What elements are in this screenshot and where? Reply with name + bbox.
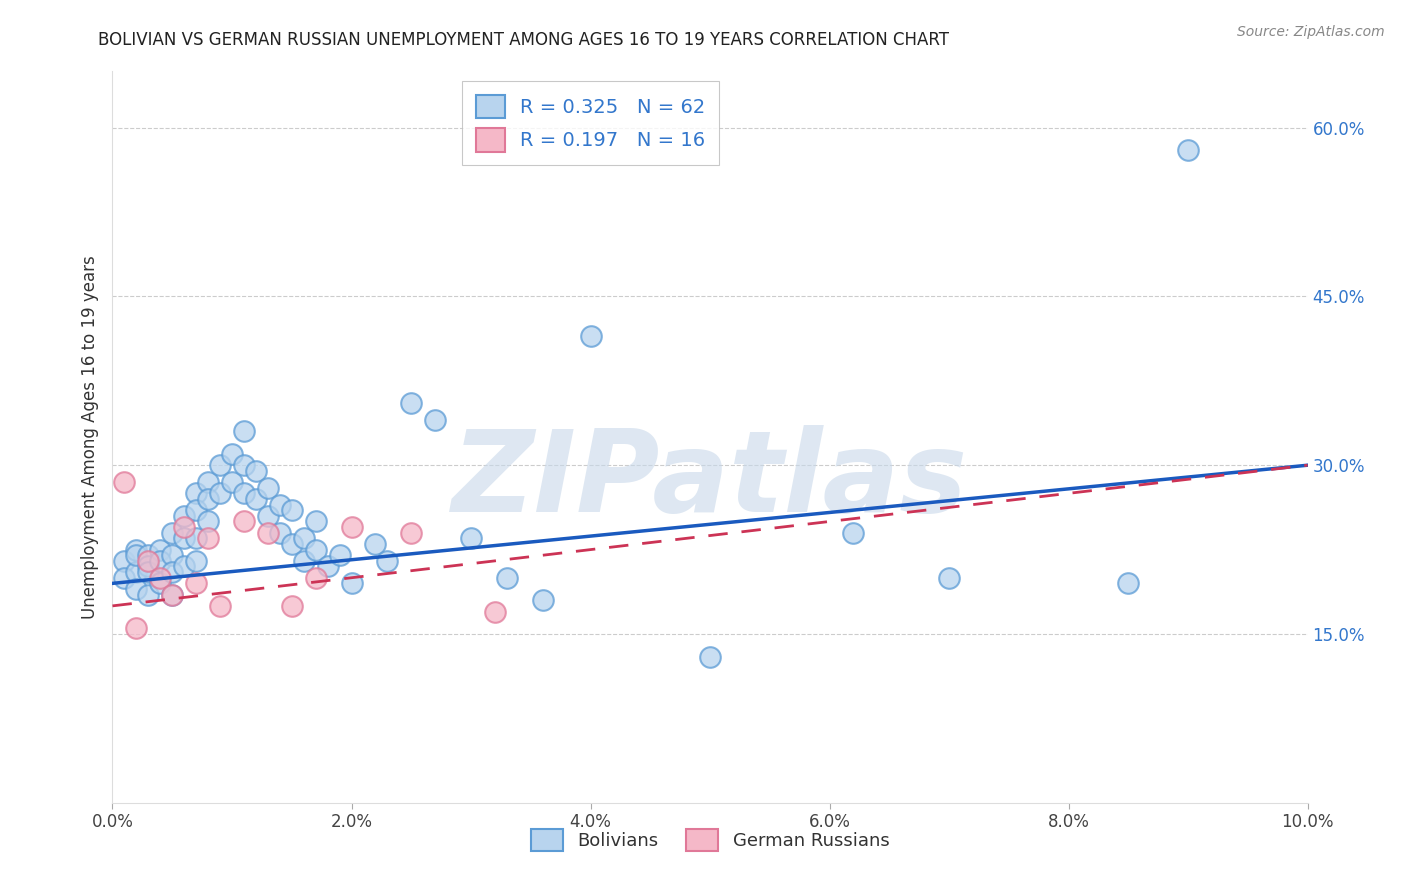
Point: [281, 599, 304, 613]
Point: [305, 571, 328, 585]
Point: [269, 525, 291, 540]
Point: [186, 576, 208, 591]
Point: [138, 548, 160, 562]
Point: [281, 503, 304, 517]
Point: [269, 498, 291, 512]
Point: [162, 525, 183, 540]
Text: BOLIVIAN VS GERMAN RUSSIAN UNEMPLOYMENT AMONG AGES 16 TO 19 YEARS CORRELATION CH: BOLIVIAN VS GERMAN RUSSIAN UNEMPLOYMENT …: [98, 31, 949, 49]
Point: [209, 486, 232, 500]
Point: [149, 542, 172, 557]
Point: [305, 515, 328, 529]
Point: [197, 532, 219, 546]
Point: [496, 571, 519, 585]
Point: [138, 588, 160, 602]
Point: [305, 542, 328, 557]
Point: [245, 464, 267, 478]
Point: [484, 605, 506, 619]
Point: [364, 537, 387, 551]
Point: [125, 582, 148, 596]
Point: [162, 548, 183, 562]
Point: [233, 425, 256, 439]
Point: [197, 491, 219, 506]
Point: [186, 532, 208, 546]
Point: [257, 508, 280, 523]
Point: [340, 520, 363, 534]
Point: [162, 588, 183, 602]
Point: [149, 554, 172, 568]
Point: [401, 525, 423, 540]
Y-axis label: Unemployment Among Ages 16 to 19 years: Unemployment Among Ages 16 to 19 years: [80, 255, 98, 619]
Point: [173, 508, 195, 523]
Point: [842, 525, 865, 540]
Point: [316, 559, 339, 574]
Point: [257, 525, 280, 540]
Point: [186, 554, 208, 568]
Point: [257, 481, 280, 495]
Point: [162, 565, 183, 579]
Point: [197, 475, 219, 489]
Point: [162, 588, 183, 602]
Point: [221, 447, 243, 461]
Point: [233, 458, 256, 473]
Point: [938, 571, 960, 585]
Point: [221, 475, 243, 489]
Point: [125, 565, 148, 579]
Point: [197, 515, 219, 529]
Point: [340, 576, 363, 591]
Legend: Bolivians, German Russians: Bolivians, German Russians: [522, 820, 898, 860]
Point: [125, 621, 148, 635]
Point: [460, 532, 482, 546]
Text: Source: ZipAtlas.com: Source: ZipAtlas.com: [1237, 25, 1385, 39]
Point: [292, 532, 315, 546]
Point: [245, 491, 267, 506]
Point: [281, 537, 304, 551]
Point: [138, 565, 160, 579]
Point: [125, 542, 148, 557]
Point: [173, 559, 195, 574]
Point: [699, 649, 721, 664]
Point: [233, 486, 256, 500]
Point: [149, 571, 172, 585]
Point: [138, 559, 160, 574]
Point: [114, 475, 135, 489]
Point: [425, 413, 447, 427]
Point: [186, 486, 208, 500]
Point: [377, 554, 399, 568]
Point: [186, 503, 208, 517]
Point: [114, 554, 135, 568]
Text: ZIPatlas: ZIPatlas: [451, 425, 969, 536]
Point: [1118, 576, 1140, 591]
Point: [149, 576, 172, 591]
Point: [329, 548, 352, 562]
Point: [209, 599, 232, 613]
Point: [401, 396, 423, 410]
Point: [173, 520, 195, 534]
Point: [579, 328, 602, 343]
Point: [292, 554, 315, 568]
Point: [531, 593, 554, 607]
Point: [1177, 143, 1199, 157]
Point: [173, 532, 195, 546]
Point: [233, 515, 256, 529]
Point: [209, 458, 232, 473]
Point: [138, 554, 160, 568]
Point: [125, 548, 148, 562]
Point: [114, 571, 135, 585]
